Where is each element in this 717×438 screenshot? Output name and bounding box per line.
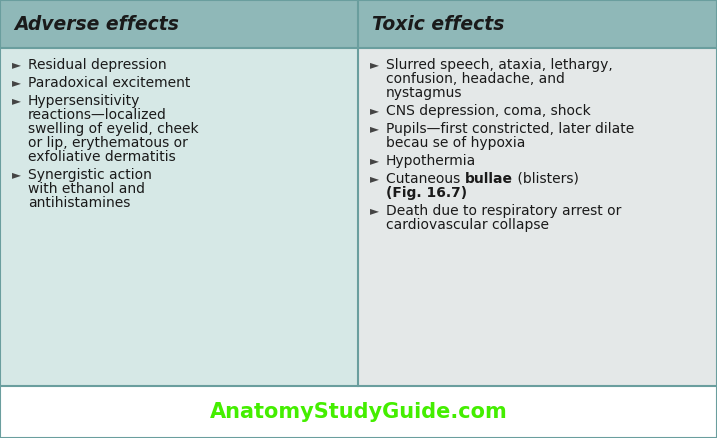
Bar (0, 48, 358, 386)
Bar (358, 48, 717, 386)
Text: swelling of eyelid, cheek: swelling of eyelid, cheek (28, 122, 199, 136)
Text: exfoliative dermatitis: exfoliative dermatitis (28, 150, 176, 164)
Text: ►: ► (12, 76, 21, 89)
Text: bullae: bullae (465, 172, 513, 186)
Text: Slurred speech, ataxia, lethargy,: Slurred speech, ataxia, lethargy, (386, 58, 613, 72)
Text: Hypothermia: Hypothermia (386, 154, 476, 168)
Text: reactions—localized: reactions—localized (28, 108, 167, 122)
Text: with ethanol and: with ethanol and (28, 182, 145, 196)
Text: (blisters): (blisters) (513, 172, 579, 186)
Text: (Fig. 16.7): (Fig. 16.7) (386, 186, 467, 200)
Text: ►: ► (370, 154, 379, 167)
Text: ►: ► (12, 58, 21, 71)
Text: Cutaneous: Cutaneous (386, 172, 465, 186)
Text: or lip, erythematous or: or lip, erythematous or (28, 136, 188, 150)
Text: Paradoxical excitement: Paradoxical excitement (28, 76, 191, 90)
Text: AnatomyStudyGuide.com: AnatomyStudyGuide.com (209, 402, 508, 422)
Text: antihistamines: antihistamines (28, 196, 130, 210)
Text: ►: ► (12, 94, 21, 107)
Text: ►: ► (370, 122, 379, 135)
Text: Death due to respiratory arrest or: Death due to respiratory arrest or (386, 204, 622, 218)
Text: ►: ► (370, 58, 379, 71)
Text: nystagmus: nystagmus (386, 86, 462, 100)
Text: ►: ► (370, 204, 379, 217)
Text: ►: ► (370, 104, 379, 117)
Text: Toxic effects: Toxic effects (372, 14, 504, 33)
Text: CNS depression, coma, shock: CNS depression, coma, shock (386, 104, 591, 118)
Text: ►: ► (12, 168, 21, 181)
Text: ►: ► (370, 172, 379, 185)
Text: Residual depression: Residual depression (28, 58, 166, 72)
Text: confusion, headache, and: confusion, headache, and (386, 72, 565, 86)
Text: becau se of hypoxia: becau se of hypoxia (386, 136, 526, 150)
Text: Adverse effects: Adverse effects (14, 14, 179, 33)
Bar (0, 0, 717, 48)
Bar (0, 386, 717, 438)
Text: Pupils—first constricted, later dilate: Pupils—first constricted, later dilate (386, 122, 635, 136)
Text: Synergistic action: Synergistic action (28, 168, 152, 182)
Text: cardiovascular collapse: cardiovascular collapse (386, 218, 549, 232)
Text: Hypersensitivity: Hypersensitivity (28, 94, 141, 108)
